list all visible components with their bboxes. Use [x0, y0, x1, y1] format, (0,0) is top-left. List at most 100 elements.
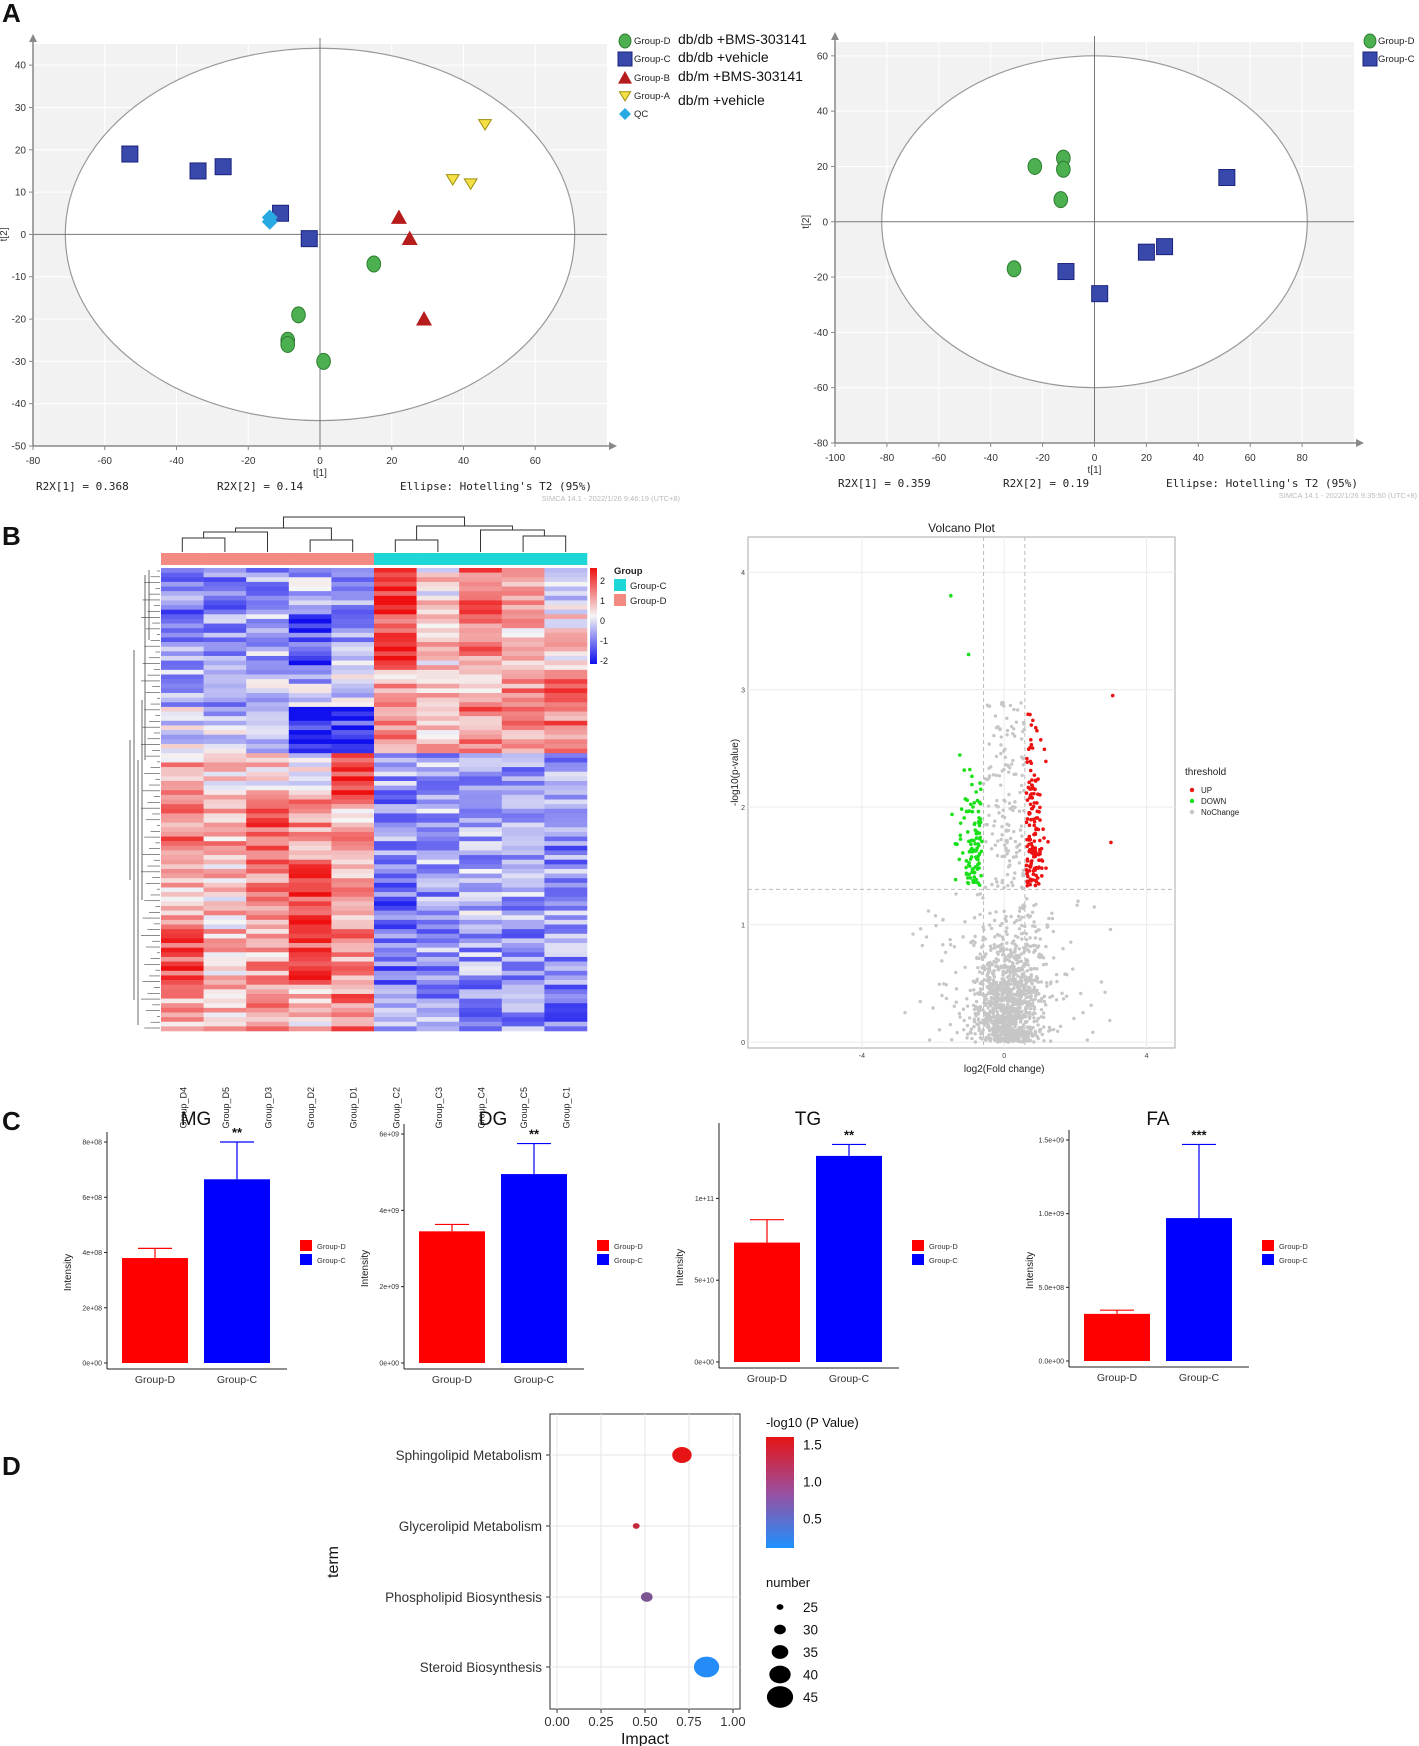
heatmap-cell	[416, 577, 460, 583]
volcano-point-nochange	[994, 1023, 999, 1028]
volcano-point-nochange	[994, 877, 998, 881]
heatmap-cell	[501, 683, 545, 689]
volcano-point-down	[962, 768, 967, 772]
heatmap-cell	[288, 716, 332, 722]
heatmap-cell	[331, 1012, 375, 1018]
volcano-point-nochange	[1017, 999, 1022, 1003]
heatmap-cell	[544, 989, 588, 995]
legend-marker-group-d	[618, 33, 632, 49]
x-tick-label: 1.00	[720, 1714, 745, 1729]
y-tick-label: -30	[12, 357, 27, 368]
heatmap-cell	[331, 970, 375, 976]
heatmap-cell	[246, 794, 290, 800]
volcano-point-nochange	[996, 839, 1000, 843]
heatmap-cell	[161, 878, 204, 884]
heatmap-cell	[544, 975, 588, 981]
heatmap-cell	[544, 831, 588, 837]
volcano-point-up	[1029, 863, 1033, 868]
volcano-point-down	[971, 805, 975, 809]
heatmap-cell	[203, 1012, 247, 1018]
heatmap-cell	[288, 947, 332, 953]
y-axis-label: Intensity	[675, 1249, 686, 1286]
volcano-point-nochange	[1014, 957, 1018, 962]
heatmap-cell	[203, 642, 247, 648]
y-tick-label: -60	[814, 383, 829, 394]
heatmap-cell	[459, 970, 503, 976]
volcano-point-down	[979, 787, 983, 792]
volcano-point-up	[1027, 823, 1032, 828]
heatmap-cell	[246, 623, 290, 629]
heatmap-cell	[246, 702, 290, 708]
volcano-point-nochange	[1009, 977, 1013, 982]
volcano-point-nochange	[987, 704, 992, 708]
y-tick-label: 0	[822, 217, 828, 228]
heatmap-cell	[331, 905, 375, 911]
heatmap-cell	[501, 947, 545, 953]
volcano-point-nochange	[1001, 973, 1005, 977]
heatmap-cell	[374, 956, 417, 962]
volcano-point-nochange	[1041, 1011, 1046, 1015]
bar-group-d	[1084, 1313, 1150, 1361]
heatmap-cell	[288, 1012, 332, 1018]
heatmap-cell	[416, 665, 460, 671]
heatmap-cell	[544, 919, 588, 925]
y-tick-label: 20	[15, 145, 27, 156]
volcano-point-down	[979, 873, 983, 878]
heatmap-cell	[459, 1003, 503, 1009]
heatmap-cell	[544, 878, 588, 884]
heatmap-cell	[374, 702, 417, 708]
group-annotation-cell	[416, 553, 460, 565]
volcano-point-nochange	[1008, 703, 1013, 708]
volcano-point-nochange	[1024, 995, 1028, 1000]
stat-label: Ellipse: Hotelling's T2 (95%)	[400, 480, 592, 493]
heatmap-cell	[246, 771, 290, 777]
volcano-point-nochange	[1036, 1023, 1040, 1027]
volcano-point-nochange	[918, 999, 923, 1004]
volcano-point-nochange	[1013, 871, 1017, 875]
heatmap-cell	[459, 762, 503, 768]
volcano-point-nochange	[1015, 980, 1020, 985]
heatmap-cell	[459, 688, 503, 694]
volcano-point-up	[1032, 801, 1037, 805]
heatmap-cell	[203, 614, 247, 620]
heatmap-cell	[246, 998, 290, 1004]
volcano-point-nochange	[1001, 808, 1005, 812]
volcano-point-nochange	[1039, 980, 1044, 984]
heatmap-cell	[203, 628, 247, 634]
heatmap-cell	[501, 850, 545, 856]
heatmap-cell	[459, 586, 503, 592]
volcano-point-nochange	[1003, 956, 1007, 961]
heatmap-cell	[203, 864, 247, 870]
heatmap-cell	[544, 628, 588, 634]
volcano-point-up	[1037, 865, 1041, 869]
heatmap-cell	[416, 1017, 460, 1023]
volcano-point-nochange	[995, 992, 999, 997]
volcano-point-nochange	[977, 1026, 981, 1030]
x-tick-label: -40	[983, 453, 998, 464]
volcano-point-up	[1030, 844, 1035, 849]
volcano-point-nochange	[1020, 968, 1025, 972]
heatmap-cell	[374, 651, 417, 657]
heatmap-cell	[416, 827, 460, 833]
heatmap-cell	[416, 1026, 460, 1032]
heatmap-cell	[501, 790, 545, 796]
heatmap-cell	[416, 892, 460, 898]
heatmap-cell	[416, 868, 460, 874]
heatmap-cell	[459, 776, 503, 782]
volcano-point-nochange	[965, 997, 969, 1001]
x-tick-label: Group-D	[135, 1374, 176, 1386]
threshold-legend-label: DOWN	[1201, 797, 1227, 806]
volcano-point-nochange	[976, 1018, 981, 1022]
volcano-point-nochange	[989, 985, 994, 990]
volcano-point-up	[1030, 778, 1034, 782]
volcano-point-nochange	[990, 832, 995, 836]
volcano-point-nochange	[1011, 731, 1015, 736]
heatmap-cell	[331, 609, 375, 615]
point-group-d	[1053, 191, 1069, 209]
volcano-point-up	[1044, 866, 1048, 870]
volcano-point-nochange	[1048, 1039, 1053, 1043]
heatmap-cell	[374, 679, 417, 685]
volcano-point-nochange	[1019, 783, 1024, 788]
heatmap-cell	[374, 845, 417, 851]
legend-marker-group-d	[1363, 33, 1377, 49]
